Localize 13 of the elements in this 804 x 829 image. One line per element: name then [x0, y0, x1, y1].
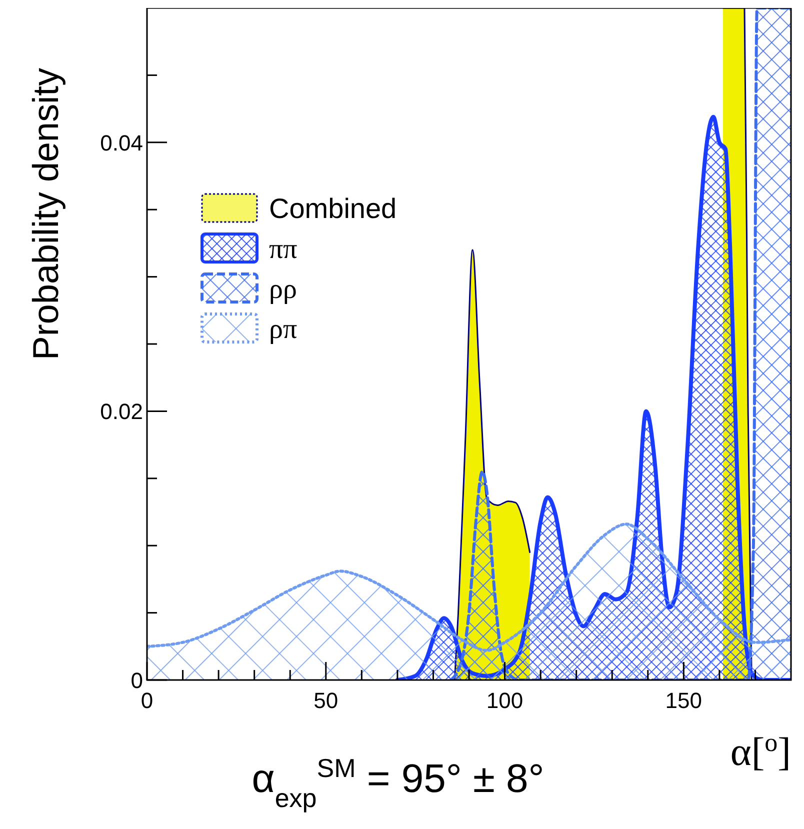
legend-label: ππ [269, 234, 298, 265]
y-tick-label: 0.04 [100, 130, 143, 156]
x-axis-title: α[$^{o}$] [730, 728, 791, 774]
legend-label: Combined [269, 193, 397, 224]
y-axis-title: Probability density [25, 68, 66, 360]
text: α$_{exp}$$^{SM}$ = 95° ± 8° [252, 753, 544, 813]
x-tick-label: 100 [486, 688, 524, 713]
legend-label: ρπ [269, 314, 298, 345]
y-tick-label: 0.02 [100, 399, 143, 424]
x-tick-label: 150 [665, 688, 702, 713]
x-tick-label: 50 [314, 688, 338, 713]
y-tick-label: 0 [130, 668, 143, 693]
legend-label: ρρ [269, 274, 297, 305]
